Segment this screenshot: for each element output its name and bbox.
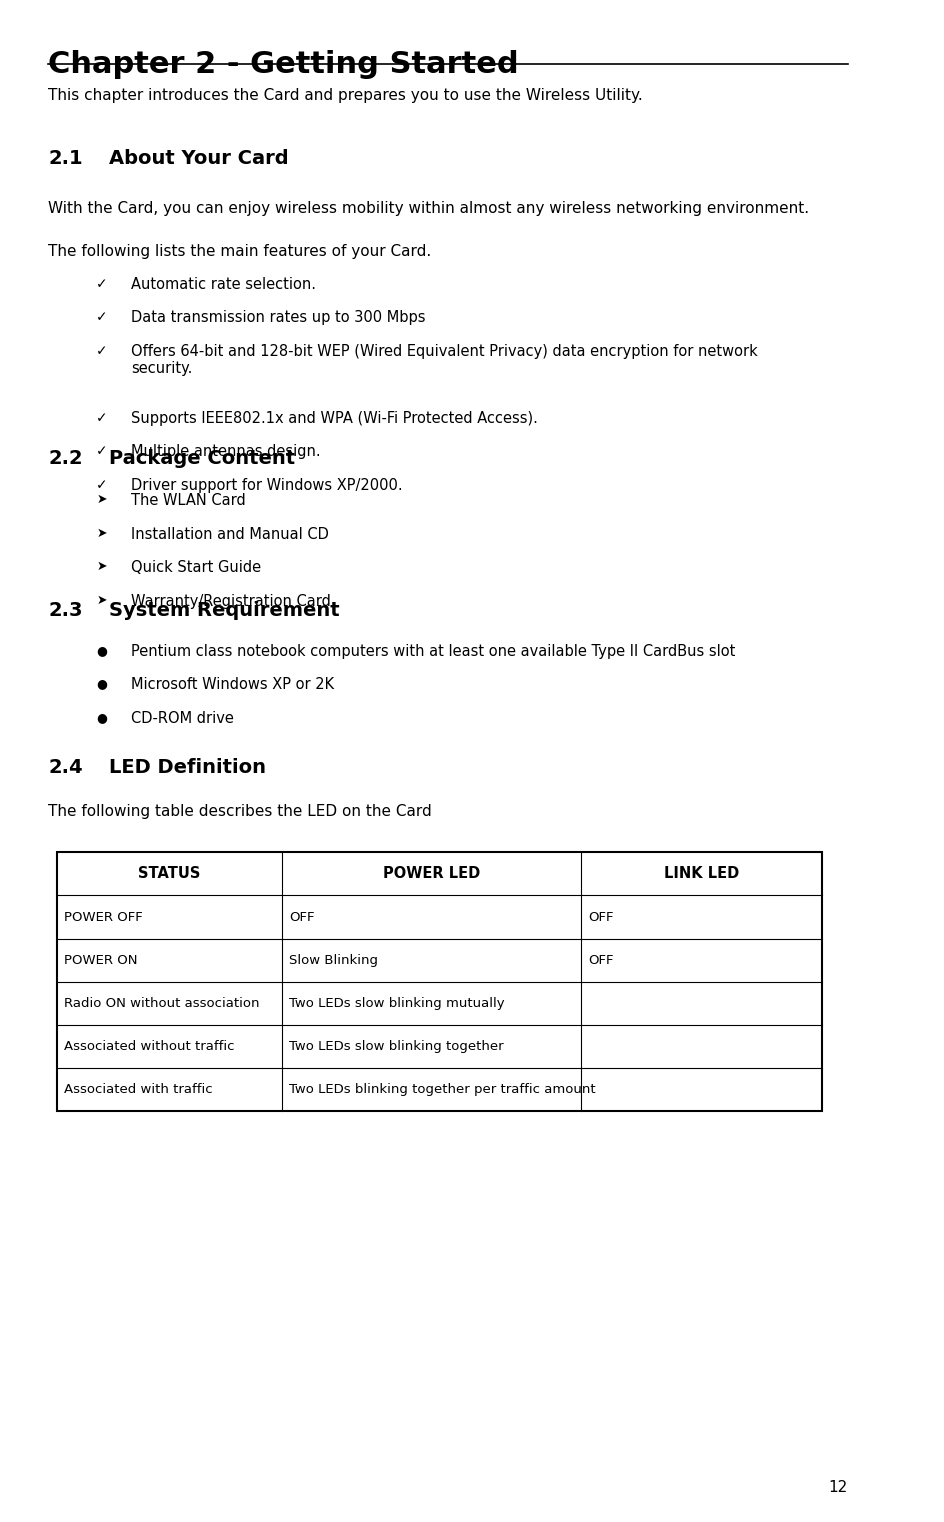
Text: OFF: OFF: [588, 910, 614, 924]
Text: 2.1: 2.1: [48, 149, 83, 167]
FancyBboxPatch shape: [57, 852, 822, 1111]
Text: 2.2: 2.2: [48, 449, 83, 467]
Text: ●: ●: [96, 711, 107, 724]
Text: The WLAN Card: The WLAN Card: [131, 493, 245, 508]
Text: Associated with traffic: Associated with traffic: [64, 1084, 212, 1096]
Text: System Requirement: System Requirement: [110, 601, 340, 619]
Text: CD-ROM drive: CD-ROM drive: [131, 711, 234, 726]
Text: Offers 64-bit and 128-bit WEP (Wired Equivalent Privacy) data encryption for net: Offers 64-bit and 128-bit WEP (Wired Equ…: [131, 344, 758, 376]
Text: This chapter introduces the Card and prepares you to use the Wireless Utility.: This chapter introduces the Card and pre…: [48, 88, 643, 103]
Text: ➤: ➤: [96, 493, 107, 507]
Text: ➤: ➤: [96, 594, 107, 607]
Text: OFF: OFF: [588, 954, 614, 966]
Text: 2.3: 2.3: [48, 601, 82, 619]
Text: LINK LED: LINK LED: [664, 866, 739, 881]
Text: ✓: ✓: [96, 344, 108, 358]
Text: ✓: ✓: [96, 277, 108, 291]
Text: Multiple antennas design.: Multiple antennas design.: [131, 444, 321, 460]
Text: ✓: ✓: [96, 444, 108, 458]
Text: Warranty/Registration Card: Warranty/Registration Card: [131, 594, 331, 609]
Text: ✓: ✓: [96, 411, 108, 425]
Text: POWER ON: POWER ON: [64, 954, 137, 966]
Text: Two LEDs slow blinking together: Two LEDs slow blinking together: [290, 1040, 504, 1053]
Text: Chapter 2 - Getting Started: Chapter 2 - Getting Started: [48, 50, 518, 79]
Text: Installation and Manual CD: Installation and Manual CD: [131, 527, 329, 542]
Text: 2.4: 2.4: [48, 758, 83, 776]
Text: Two LEDs slow blinking mutually: Two LEDs slow blinking mutually: [290, 997, 505, 1009]
Text: 12: 12: [829, 1479, 848, 1495]
Text: Package Content: Package Content: [110, 449, 295, 467]
Text: ✓: ✓: [96, 478, 108, 492]
Text: Microsoft Windows XP or 2K: Microsoft Windows XP or 2K: [131, 677, 334, 693]
Text: About Your Card: About Your Card: [110, 149, 289, 167]
Text: Quick Start Guide: Quick Start Guide: [131, 560, 261, 575]
Text: Driver support for Windows XP/2000.: Driver support for Windows XP/2000.: [131, 478, 403, 493]
Text: ➤: ➤: [96, 527, 107, 540]
Text: LED Definition: LED Definition: [110, 758, 266, 776]
Text: Automatic rate selection.: Automatic rate selection.: [131, 277, 316, 292]
Text: With the Card, you can enjoy wireless mobility within almost any wireless networ: With the Card, you can enjoy wireless mo…: [48, 201, 809, 216]
Text: Pentium class notebook computers with at least one available Type II CardBus slo: Pentium class notebook computers with at…: [131, 644, 735, 659]
Text: ✓: ✓: [96, 310, 108, 324]
Text: Two LEDs blinking together per traffic amount: Two LEDs blinking together per traffic a…: [290, 1084, 596, 1096]
Text: POWER OFF: POWER OFF: [64, 910, 143, 924]
Text: ●: ●: [96, 677, 107, 691]
Text: POWER LED: POWER LED: [383, 866, 480, 881]
Text: Associated without traffic: Associated without traffic: [64, 1040, 234, 1053]
Text: ➤: ➤: [96, 560, 107, 574]
Text: Data transmission rates up to 300 Mbps: Data transmission rates up to 300 Mbps: [131, 310, 426, 326]
Text: The following lists the main features of your Card.: The following lists the main features of…: [48, 244, 431, 259]
Text: Slow Blinking: Slow Blinking: [290, 954, 379, 966]
Text: OFF: OFF: [290, 910, 315, 924]
Text: ●: ●: [96, 644, 107, 658]
Text: STATUS: STATUS: [139, 866, 201, 881]
Text: The following table describes the LED on the Card: The following table describes the LED on…: [48, 804, 431, 819]
Text: Supports IEEE802.1x and WPA (Wi-Fi Protected Access).: Supports IEEE802.1x and WPA (Wi-Fi Prote…: [131, 411, 538, 426]
Text: Radio ON without association: Radio ON without association: [64, 997, 260, 1009]
